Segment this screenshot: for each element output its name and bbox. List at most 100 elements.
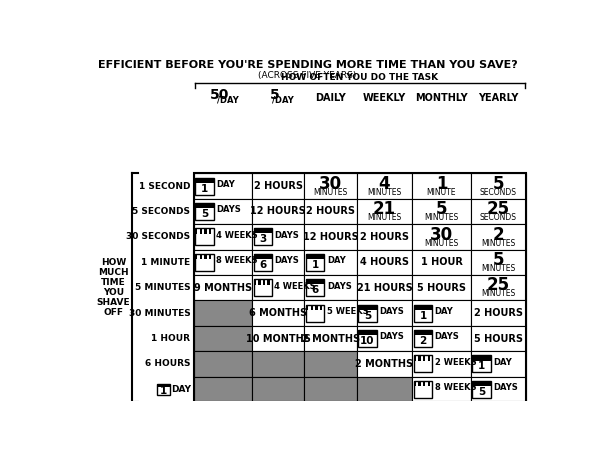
Bar bbox=[304, 173, 357, 199]
Text: 5 SECONDS: 5 SECONDS bbox=[133, 207, 190, 216]
Text: 5 MINUTES: 5 MINUTES bbox=[135, 283, 190, 292]
Bar bbox=[252, 326, 304, 351]
Bar bbox=[471, 326, 526, 351]
Text: MINUTE: MINUTE bbox=[427, 188, 456, 197]
Bar bbox=[414, 330, 432, 347]
Bar bbox=[428, 381, 430, 386]
Text: OFF: OFF bbox=[103, 308, 124, 317]
Text: /DAY: /DAY bbox=[272, 96, 294, 105]
Bar bbox=[320, 305, 322, 310]
Bar bbox=[357, 173, 412, 199]
Text: (ACROSS FIVE YEARS): (ACROSS FIVE YEARS) bbox=[259, 71, 356, 80]
Bar bbox=[423, 356, 425, 361]
Bar bbox=[194, 275, 252, 301]
Text: SECONDS: SECONDS bbox=[480, 213, 517, 222]
Bar bbox=[252, 275, 304, 301]
Bar bbox=[306, 254, 325, 271]
Bar bbox=[357, 250, 412, 275]
Text: 8 WEEKS: 8 WEEKS bbox=[216, 256, 257, 265]
Text: WEEKLY: WEEKLY bbox=[363, 93, 406, 103]
Bar bbox=[471, 173, 526, 199]
Bar bbox=[306, 279, 325, 284]
Text: MINUTES: MINUTES bbox=[424, 213, 458, 222]
Bar bbox=[472, 356, 491, 360]
Bar bbox=[205, 229, 206, 234]
Text: 5 HOURS: 5 HOURS bbox=[474, 333, 523, 343]
Bar bbox=[358, 305, 377, 310]
Bar bbox=[357, 199, 412, 224]
Text: 30 MINUTES: 30 MINUTES bbox=[129, 309, 190, 318]
Text: 6: 6 bbox=[259, 260, 266, 270]
Text: DAYS: DAYS bbox=[216, 205, 241, 214]
Text: MINUTES: MINUTES bbox=[481, 289, 515, 298]
Bar bbox=[252, 301, 304, 326]
Bar bbox=[471, 275, 526, 301]
Text: YOU: YOU bbox=[103, 288, 124, 297]
Bar bbox=[194, 301, 252, 326]
Text: 12 HOURS: 12 HOURS bbox=[250, 207, 306, 216]
Bar bbox=[306, 305, 325, 322]
Text: HOW OFTEN YOU DO THE TASK: HOW OFTEN YOU DO THE TASK bbox=[281, 73, 439, 82]
Text: HOW: HOW bbox=[101, 258, 126, 267]
Text: 5: 5 bbox=[200, 209, 208, 219]
Bar bbox=[306, 279, 325, 296]
Text: 4 HOURS: 4 HOURS bbox=[360, 257, 409, 267]
Bar bbox=[357, 224, 412, 250]
Bar bbox=[194, 199, 252, 224]
Bar bbox=[304, 351, 357, 377]
Bar bbox=[357, 301, 412, 326]
Bar bbox=[195, 178, 214, 183]
Bar bbox=[306, 254, 325, 259]
Bar bbox=[412, 224, 471, 250]
Text: DAY: DAY bbox=[216, 180, 235, 189]
Text: 10 MONTHS: 10 MONTHS bbox=[246, 333, 311, 343]
Bar bbox=[423, 381, 425, 386]
Bar bbox=[304, 275, 357, 301]
Text: 10: 10 bbox=[361, 336, 375, 346]
Bar bbox=[412, 326, 471, 351]
Bar bbox=[194, 224, 252, 250]
Bar bbox=[194, 351, 252, 377]
Bar bbox=[157, 384, 170, 387]
Bar bbox=[252, 351, 304, 377]
Bar bbox=[304, 326, 357, 351]
Bar bbox=[254, 254, 272, 271]
Bar bbox=[254, 229, 272, 245]
Bar bbox=[412, 377, 471, 402]
Text: 30: 30 bbox=[319, 175, 342, 193]
Bar bbox=[471, 224, 526, 250]
Text: DAYS: DAYS bbox=[274, 231, 299, 240]
Bar bbox=[471, 301, 526, 326]
Bar bbox=[157, 384, 170, 395]
Bar bbox=[357, 377, 412, 402]
Bar bbox=[357, 351, 412, 377]
Text: 6 MONTHS: 6 MONTHS bbox=[249, 308, 307, 318]
Bar bbox=[472, 381, 491, 398]
Text: 5: 5 bbox=[270, 88, 280, 102]
Text: 5: 5 bbox=[493, 251, 504, 269]
Bar bbox=[258, 279, 260, 285]
Text: DAY: DAY bbox=[171, 385, 191, 394]
Text: DAY: DAY bbox=[493, 358, 512, 367]
Text: 5: 5 bbox=[493, 175, 504, 193]
Text: 3: 3 bbox=[259, 234, 266, 244]
Bar bbox=[254, 279, 256, 285]
Bar bbox=[414, 305, 432, 322]
Bar bbox=[412, 301, 471, 326]
Text: 2 HOURS: 2 HOURS bbox=[474, 308, 523, 318]
Bar bbox=[414, 330, 432, 335]
Text: 30 SECONDS: 30 SECONDS bbox=[127, 232, 190, 241]
Text: SHAVE: SHAVE bbox=[97, 298, 130, 307]
Text: DAYS: DAYS bbox=[379, 333, 404, 342]
Text: 1: 1 bbox=[311, 260, 319, 270]
Bar bbox=[414, 305, 432, 310]
Text: MINUTES: MINUTES bbox=[313, 188, 348, 197]
Bar bbox=[412, 250, 471, 275]
Text: EFFICIENT BEFORE YOU'RE SPENDING MORE TIME THAN YOU SAVE?: EFFICIENT BEFORE YOU'RE SPENDING MORE TI… bbox=[98, 60, 517, 70]
Text: 25: 25 bbox=[487, 200, 510, 218]
Bar bbox=[414, 381, 416, 386]
Text: 2 HOURS: 2 HOURS bbox=[254, 181, 303, 191]
Bar bbox=[414, 381, 432, 398]
Text: 2 HOURS: 2 HOURS bbox=[306, 207, 355, 216]
Bar bbox=[471, 351, 526, 377]
